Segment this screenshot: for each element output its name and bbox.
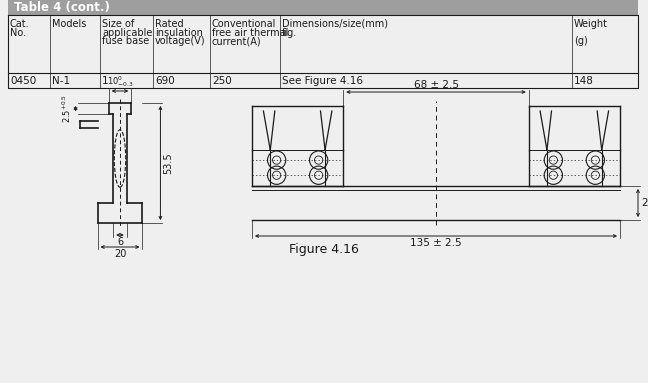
Text: See Figure 4.16: See Figure 4.16 — [282, 75, 363, 85]
Text: Cat.: Cat. — [10, 19, 30, 29]
Text: Rated: Rated — [155, 19, 183, 29]
Text: applicable: applicable — [102, 28, 152, 38]
Text: 1: 1 — [102, 75, 109, 85]
Text: N-1: N-1 — [52, 75, 70, 85]
Text: fuse base: fuse base — [102, 36, 149, 46]
Text: current(A): current(A) — [212, 36, 262, 46]
Text: Weight: Weight — [574, 19, 608, 29]
Text: Dimensions/size(mm): Dimensions/size(mm) — [282, 19, 388, 29]
Text: Size of: Size of — [102, 19, 134, 29]
Text: Conventional: Conventional — [212, 19, 277, 29]
Text: 0450: 0450 — [10, 75, 36, 85]
Text: $10^{0}_{-0.3}$: $10^{0}_{-0.3}$ — [107, 74, 133, 89]
Text: 20: 20 — [641, 198, 648, 208]
Text: 250: 250 — [212, 75, 232, 85]
Text: 148: 148 — [574, 75, 594, 85]
Text: Table 4 (cont.): Table 4 (cont.) — [14, 1, 110, 14]
Text: 53.5: 53.5 — [163, 152, 174, 174]
Text: 20: 20 — [114, 249, 126, 259]
Text: $2.5^{+0.5}$: $2.5^{+0.5}$ — [60, 94, 73, 123]
Text: 6: 6 — [117, 237, 123, 247]
Text: 690: 690 — [155, 75, 175, 85]
Text: 68 ± 2.5: 68 ± 2.5 — [413, 80, 459, 90]
Text: free air thermal: free air thermal — [212, 28, 288, 38]
Text: voltage(V): voltage(V) — [155, 36, 205, 46]
Text: (g): (g) — [574, 36, 588, 46]
Text: Figure 4.16: Figure 4.16 — [289, 244, 359, 257]
Text: No.: No. — [10, 28, 26, 38]
Text: 135 ± 2.5: 135 ± 2.5 — [410, 238, 462, 248]
Text: Models: Models — [52, 19, 86, 29]
Bar — [8, 0, 638, 15]
Text: insulation: insulation — [155, 28, 203, 38]
Text: fig.: fig. — [282, 28, 297, 38]
